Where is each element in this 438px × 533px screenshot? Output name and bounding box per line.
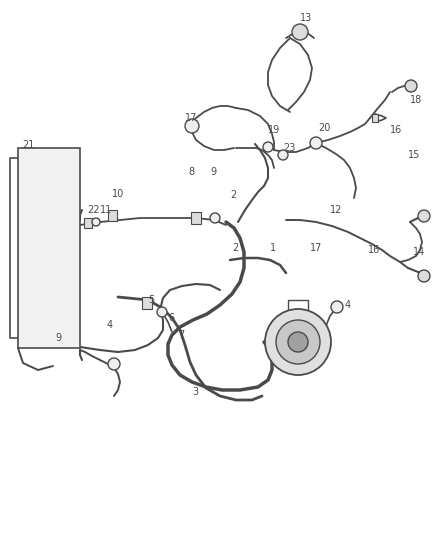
Circle shape	[418, 210, 430, 222]
Circle shape	[405, 80, 417, 92]
Circle shape	[276, 320, 320, 364]
Text: 16: 16	[368, 245, 380, 255]
Text: 2: 2	[230, 190, 236, 200]
Text: 6: 6	[168, 313, 174, 323]
Circle shape	[278, 150, 288, 160]
Text: 9: 9	[55, 333, 61, 343]
Text: 8: 8	[188, 167, 194, 177]
Bar	[142, 297, 152, 309]
Text: 17: 17	[310, 243, 322, 253]
Circle shape	[265, 309, 331, 375]
Text: 18: 18	[410, 95, 422, 105]
Text: 5: 5	[148, 295, 154, 305]
Text: 3: 3	[192, 387, 198, 397]
Circle shape	[310, 137, 322, 149]
Bar	[191, 212, 201, 224]
Circle shape	[210, 213, 220, 223]
Text: 22: 22	[87, 205, 99, 215]
Text: 16: 16	[390, 125, 402, 135]
Text: 17: 17	[185, 113, 198, 123]
Text: 11: 11	[100, 205, 112, 215]
Circle shape	[157, 307, 167, 317]
Text: 14: 14	[413, 247, 425, 257]
Circle shape	[331, 301, 343, 313]
Text: 10: 10	[112, 189, 124, 199]
Text: 12: 12	[330, 205, 343, 215]
Text: 13: 13	[300, 13, 312, 23]
Bar	[108, 210, 117, 221]
Text: 20: 20	[318, 123, 330, 133]
Text: 7: 7	[178, 330, 184, 340]
Circle shape	[92, 218, 100, 226]
Text: 21: 21	[22, 140, 34, 150]
Text: 4: 4	[107, 320, 113, 330]
Circle shape	[418, 270, 430, 282]
Text: 2: 2	[232, 243, 238, 253]
Text: 15: 15	[408, 150, 420, 160]
Text: 9: 9	[210, 167, 216, 177]
Text: 23: 23	[283, 143, 295, 153]
Text: 19: 19	[268, 125, 280, 135]
Bar	[84, 218, 92, 228]
Circle shape	[108, 358, 120, 370]
Circle shape	[292, 24, 308, 40]
Text: 1: 1	[270, 243, 276, 253]
Bar	[372, 114, 378, 122]
Text: 4: 4	[345, 300, 351, 310]
Circle shape	[185, 119, 199, 133]
Circle shape	[288, 332, 308, 352]
Circle shape	[263, 142, 273, 152]
Bar	[18, 148, 80, 348]
